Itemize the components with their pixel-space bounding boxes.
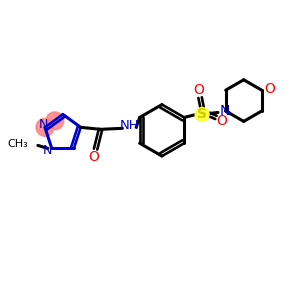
Text: O: O xyxy=(194,83,205,97)
Text: NH: NH xyxy=(119,119,139,132)
Circle shape xyxy=(46,112,64,130)
Text: N: N xyxy=(43,144,52,157)
Text: N: N xyxy=(39,118,49,131)
Text: S: S xyxy=(197,107,207,122)
Circle shape xyxy=(195,107,209,122)
Text: O: O xyxy=(264,82,275,96)
Circle shape xyxy=(36,118,54,136)
Text: CH₃: CH₃ xyxy=(7,140,28,149)
Text: O: O xyxy=(217,114,227,128)
Text: O: O xyxy=(88,150,99,164)
Text: N: N xyxy=(220,104,230,118)
